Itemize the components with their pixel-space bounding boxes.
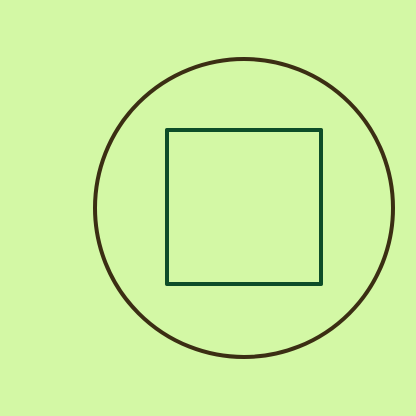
circle <box>93 57 395 359</box>
square <box>165 128 323 286</box>
